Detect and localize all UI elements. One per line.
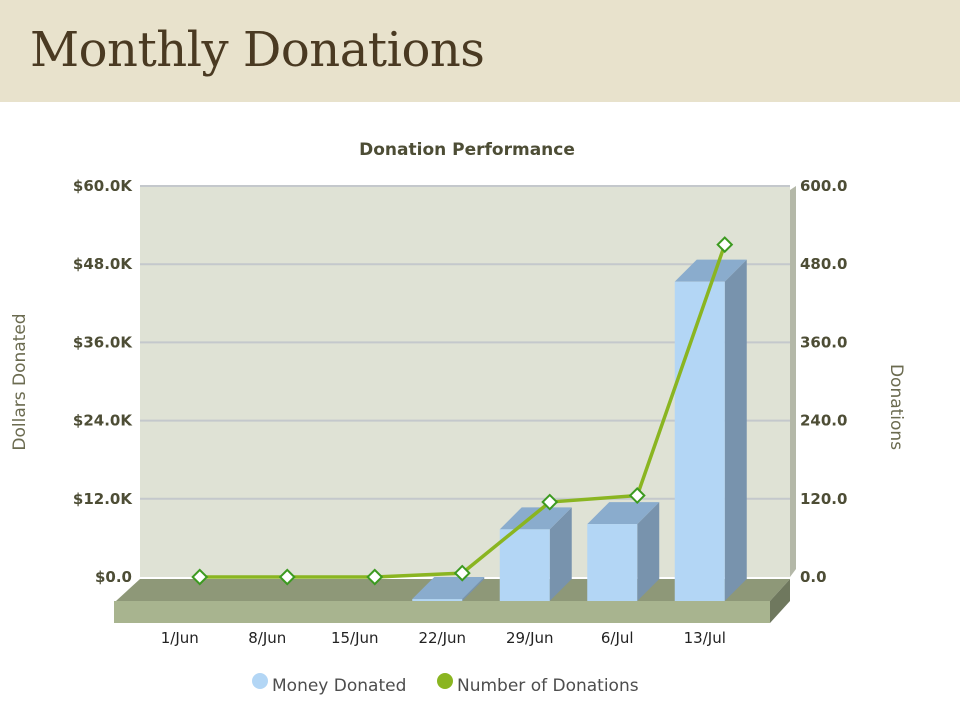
line-marker — [541, 493, 559, 511]
bar — [587, 524, 638, 601]
y-tick-label: $36.0K — [73, 333, 133, 351]
page-title: Monthly Donations — [30, 22, 485, 78]
line-marker — [716, 236, 734, 254]
legend-label-number-of-donations: Number of Donations — [457, 676, 639, 696]
y-tick-label: $24.0K — [73, 412, 133, 430]
bar-side — [549, 507, 572, 601]
bar-side — [637, 502, 660, 601]
y2-tick-label: 360.0 — [800, 333, 847, 351]
plot-side-wall — [790, 186, 796, 577]
donation-chart: Donation Performance $0.0 $12.0K $24.0K $36.… — [10, 140, 906, 696]
legend-swatch-money-donated — [252, 673, 268, 689]
bar — [499, 529, 550, 601]
header-bar: Monthly Donations — [0, 0, 960, 102]
y-axis-title: Dollars Donated — [10, 313, 30, 450]
line-marker — [628, 487, 646, 505]
bar-top — [412, 577, 485, 600]
line-marker — [191, 568, 209, 586]
x-tick-label: 15/Jun — [331, 629, 379, 647]
x-tick-label: 6/Jul — [601, 629, 634, 647]
floor-front — [114, 601, 770, 623]
bar-top — [499, 507, 572, 530]
bar-top — [587, 502, 660, 525]
bar — [674, 281, 725, 601]
y2-tick-label: 120.0 — [800, 490, 847, 508]
y2-tick-label: 0.0 — [800, 568, 827, 586]
y-tick-label: $48.0K — [73, 255, 133, 273]
bar-top — [674, 259, 747, 282]
bar-side — [462, 577, 485, 601]
y2-axis-title: Donations — [886, 364, 906, 450]
floor-side — [770, 579, 790, 623]
x-tick-label: 29/Jun — [506, 629, 554, 647]
line-marker — [278, 568, 296, 586]
bar — [412, 599, 463, 601]
line-marker — [453, 564, 471, 582]
y2-tick-label: 480.0 — [800, 255, 847, 273]
bar-side — [724, 259, 747, 601]
x-tick-label: 1/Jun — [161, 629, 199, 647]
x-tick-label: 13/Jul — [684, 629, 726, 647]
legend-label-money-donated: Money Donated — [272, 676, 406, 696]
y-tick-label: $0.0 — [95, 568, 132, 586]
legend-swatch-number-of-donations — [437, 673, 453, 689]
x-tick-label: 8/Jun — [248, 629, 286, 647]
y2-tick-label: 600.0 — [800, 177, 847, 195]
y-tick-label: $60.0K — [73, 177, 133, 195]
y-tick-label: $12.0K — [73, 490, 133, 508]
chart-title: Donation Performance — [359, 140, 575, 160]
x-tick-label: 22/Jun — [418, 629, 466, 647]
line-marker — [366, 568, 384, 586]
y2-tick-label: 240.0 — [800, 412, 847, 430]
